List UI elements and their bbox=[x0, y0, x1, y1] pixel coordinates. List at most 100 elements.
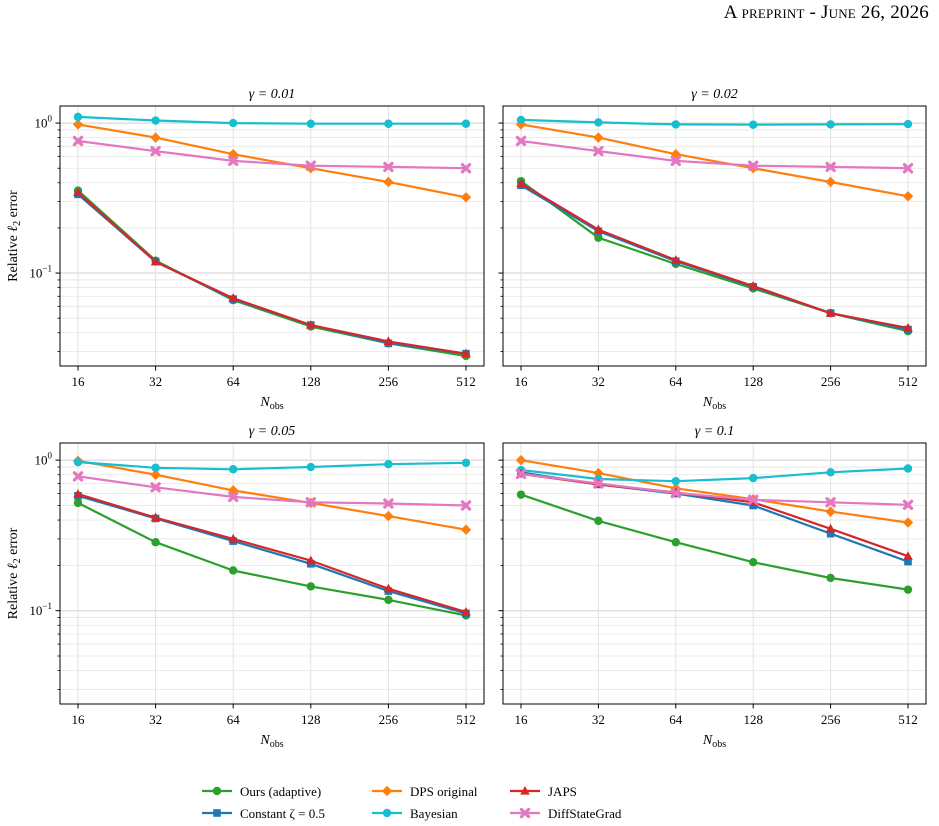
x-axis-label: Nobs bbox=[702, 395, 726, 412]
x-tick-label: 32 bbox=[592, 374, 605, 389]
data-point bbox=[461, 458, 471, 468]
x-tick-label: 512 bbox=[898, 712, 918, 727]
series-dps-original bbox=[72, 119, 472, 203]
series-bayesian bbox=[73, 112, 471, 128]
y-tick-label: 10−1 bbox=[29, 264, 52, 281]
panel-title: γ = 0.1 bbox=[695, 424, 734, 439]
series-diffstategrad bbox=[515, 135, 914, 174]
data-point bbox=[72, 471, 84, 482]
data-point bbox=[594, 233, 603, 242]
x-tick-label: 512 bbox=[456, 712, 476, 727]
legend-entry: DiffStateGrad bbox=[510, 806, 622, 821]
series-line bbox=[520, 459, 909, 524]
series-line bbox=[77, 461, 467, 471]
y-tick-label: 100 bbox=[35, 114, 53, 131]
data-point bbox=[228, 491, 239, 503]
data-point bbox=[306, 555, 316, 565]
data-point bbox=[593, 145, 604, 157]
series-line bbox=[77, 475, 467, 507]
x-tick-label: 512 bbox=[898, 374, 918, 389]
data-point bbox=[306, 320, 316, 329]
series-line bbox=[520, 472, 909, 506]
data-point bbox=[902, 499, 914, 511]
series-japs bbox=[73, 187, 471, 358]
legend-label: DiffStateGrad bbox=[548, 806, 622, 821]
data-point bbox=[903, 119, 913, 129]
data-point bbox=[749, 557, 758, 567]
x-tick-label: 256 bbox=[821, 374, 841, 389]
x-tick-label: 256 bbox=[379, 712, 399, 727]
series-line bbox=[520, 471, 909, 563]
data-point bbox=[73, 112, 83, 122]
x-tick-label: 32 bbox=[149, 712, 162, 727]
data-point bbox=[826, 573, 835, 583]
x-axis-label: Nobs bbox=[702, 733, 726, 750]
data-point bbox=[670, 155, 682, 167]
data-point bbox=[671, 476, 680, 486]
data-point bbox=[383, 583, 394, 593]
series-line bbox=[77, 501, 467, 617]
data-point bbox=[460, 524, 472, 535]
data-point bbox=[72, 119, 84, 130]
header-text: A preprint - June 26, 2026 bbox=[723, 2, 929, 23]
data-point bbox=[150, 469, 161, 480]
data-point bbox=[460, 192, 472, 203]
legend-marker bbox=[519, 807, 531, 819]
data-point bbox=[150, 482, 161, 493]
data-point bbox=[229, 566, 238, 575]
legend-entry: Bayesian bbox=[372, 806, 458, 821]
legend-label: Ours (adaptive) bbox=[240, 784, 321, 799]
series-dps-original bbox=[515, 119, 914, 202]
data-point bbox=[749, 120, 758, 129]
data-point bbox=[825, 506, 836, 517]
data-point bbox=[151, 463, 160, 472]
series-japs bbox=[73, 489, 471, 616]
page-header: A preprint - June 26, 2026 bbox=[724, 2, 929, 24]
series-line bbox=[77, 123, 467, 199]
legend-label: Bayesian bbox=[410, 806, 458, 821]
series-line bbox=[520, 123, 909, 198]
x-tick-label: 128 bbox=[301, 712, 321, 727]
series-line bbox=[77, 459, 467, 531]
x-tick-label: 64 bbox=[669, 712, 683, 727]
plot-frame bbox=[59, 442, 485, 705]
series-bayesian bbox=[516, 115, 913, 129]
x-tick-label: 16 bbox=[515, 712, 529, 727]
series-line bbox=[520, 184, 909, 331]
series-line bbox=[520, 118, 909, 126]
legend-marker bbox=[382, 808, 392, 818]
data-point bbox=[383, 336, 394, 346]
data-point bbox=[516, 178, 526, 188]
chart-panel-1: 16 32 64 128 256 512 100 10−1 Relative ℓ2 error γ… bbox=[6, 87, 485, 412]
series-line bbox=[520, 182, 909, 330]
chart-panel-2: 16 32 64 128 256 512 γ = 0.02 Nobs bbox=[498, 87, 927, 412]
data-point bbox=[516, 115, 526, 125]
data-point bbox=[150, 256, 161, 266]
y-axis-label: Relative ℓ2 error bbox=[6, 190, 23, 282]
legend-marker bbox=[213, 809, 221, 817]
data-point bbox=[825, 523, 836, 533]
data-point bbox=[461, 348, 471, 358]
series-dps-original bbox=[515, 454, 914, 528]
data-point bbox=[825, 497, 836, 508]
data-point bbox=[825, 161, 836, 173]
series-line bbox=[520, 139, 909, 170]
data-point bbox=[384, 119, 393, 128]
x-tick-label: 32 bbox=[592, 712, 605, 727]
data-point bbox=[593, 224, 604, 234]
x-tick-label: 128 bbox=[743, 712, 763, 727]
x-axis-label: Nobs bbox=[259, 395, 283, 412]
series-diffstategrad bbox=[72, 135, 472, 174]
data-point bbox=[903, 323, 913, 332]
data-point bbox=[228, 293, 238, 302]
data-point bbox=[825, 176, 836, 188]
x-tick-label: 64 bbox=[227, 374, 241, 389]
legend-marker bbox=[381, 785, 393, 797]
data-point bbox=[902, 517, 914, 528]
chart-panel-3: 16 32 64 128 256 512 100 10−1 Relative ℓ2 error γ… bbox=[6, 424, 485, 750]
data-point bbox=[747, 494, 759, 506]
data-point bbox=[383, 161, 394, 173]
series-ours-adaptive- bbox=[516, 176, 913, 336]
legend-marker bbox=[212, 786, 222, 796]
